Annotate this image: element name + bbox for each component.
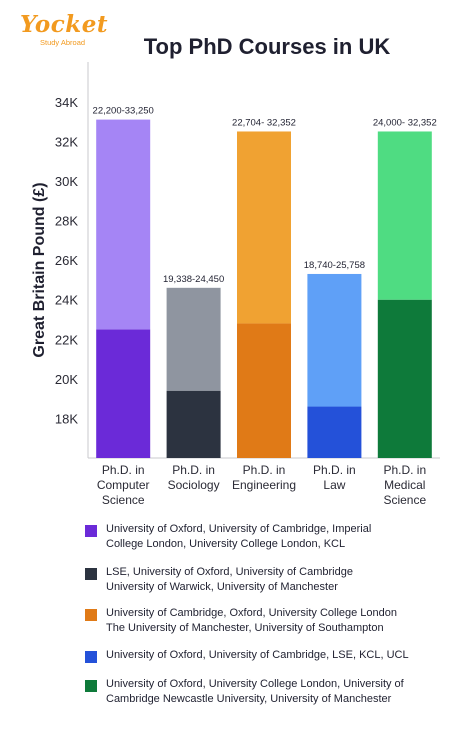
legend-swatch: [85, 651, 97, 663]
bar-chart: 18K 20K 22K 24K 26K 28K 30K 32K 34K Great Britain…: [31, 62, 440, 507]
x-category-label: Ph.D. in Engineering: [232, 463, 296, 492]
legend-item-engineering: University of Cambridge, Oxford, Univers…: [85, 606, 465, 636]
bar-lower-segment: [377, 299, 432, 458]
bar-range-label: 24,000- 32,352: [373, 117, 437, 128]
x-category-label: Ph.D. in Computer Science: [97, 463, 150, 507]
legend-text: University of Oxford, University College…: [106, 678, 404, 705]
legend-item-computer-science: University of Oxford, University of Camb…: [85, 522, 465, 552]
legend-swatch: [85, 609, 97, 621]
bar-upper-segment: [307, 273, 362, 407]
legend-item-sociology: LSE, University of Oxford, University of…: [85, 565, 465, 595]
y-tick-label: 26K: [55, 253, 78, 268]
legend-swatch: [85, 525, 97, 537]
legend-item-law: University of Oxford, University of Camb…: [85, 648, 465, 663]
x-category-label: Ph.D. in Sociology: [168, 463, 220, 492]
legend-swatch: [85, 680, 97, 692]
bar-lower-segment: [96, 329, 151, 458]
bar-range-label: 19,338-24,450: [163, 274, 224, 285]
bar-upper-segment: [237, 131, 291, 324]
bar-upper-segment: [166, 287, 221, 391]
y-tick-label: 22K: [55, 332, 78, 347]
x-category-label: Ph.D. in Law: [313, 463, 356, 492]
y-tick-label: 32K: [55, 134, 78, 149]
legend-text: University of Oxford, University of Camb…: [106, 523, 372, 550]
bar-lower-segment: [307, 406, 362, 458]
legend-text: University of Oxford, University of Camb…: [106, 649, 409, 661]
y-tick-label: 28K: [55, 214, 78, 229]
y-tick-label: 18K: [55, 411, 78, 426]
bar-upper-segment: [377, 131, 432, 300]
y-tick-label: 30K: [55, 174, 78, 189]
bar-lower-segment: [237, 323, 291, 458]
bar-range-label: 18,740-25,758: [304, 260, 365, 271]
bar-lower-segment: [166, 390, 221, 458]
y-axis-label: Great Britain Pound (£): [31, 182, 48, 357]
legend-text: University of Cambridge, Oxford, Univers…: [106, 607, 398, 634]
logo-wordmark: Yocket: [20, 11, 108, 38]
legend-item-medical-science: University of Oxford, University College…: [85, 677, 465, 707]
bar-upper-segment: [96, 119, 151, 330]
x-category-label: Ph.D. in Medical Science: [383, 463, 426, 507]
bar-range-label: 22,200-33,250: [93, 106, 154, 117]
y-tick-label: 34K: [55, 95, 78, 110]
yocket-logo: Yocket Study Abroad: [20, 11, 108, 48]
y-tick-label: 20K: [55, 372, 78, 387]
logo-tagline: Study Abroad: [40, 38, 86, 47]
legend-swatch: [85, 568, 97, 580]
chart-title: Top PhD Courses in UK: [143, 34, 391, 59]
legend-text: LSE, University of Oxford, University of…: [106, 566, 353, 593]
y-tick-label: 24K: [55, 293, 78, 308]
bar-range-label: 22,704- 32,352: [232, 117, 296, 128]
